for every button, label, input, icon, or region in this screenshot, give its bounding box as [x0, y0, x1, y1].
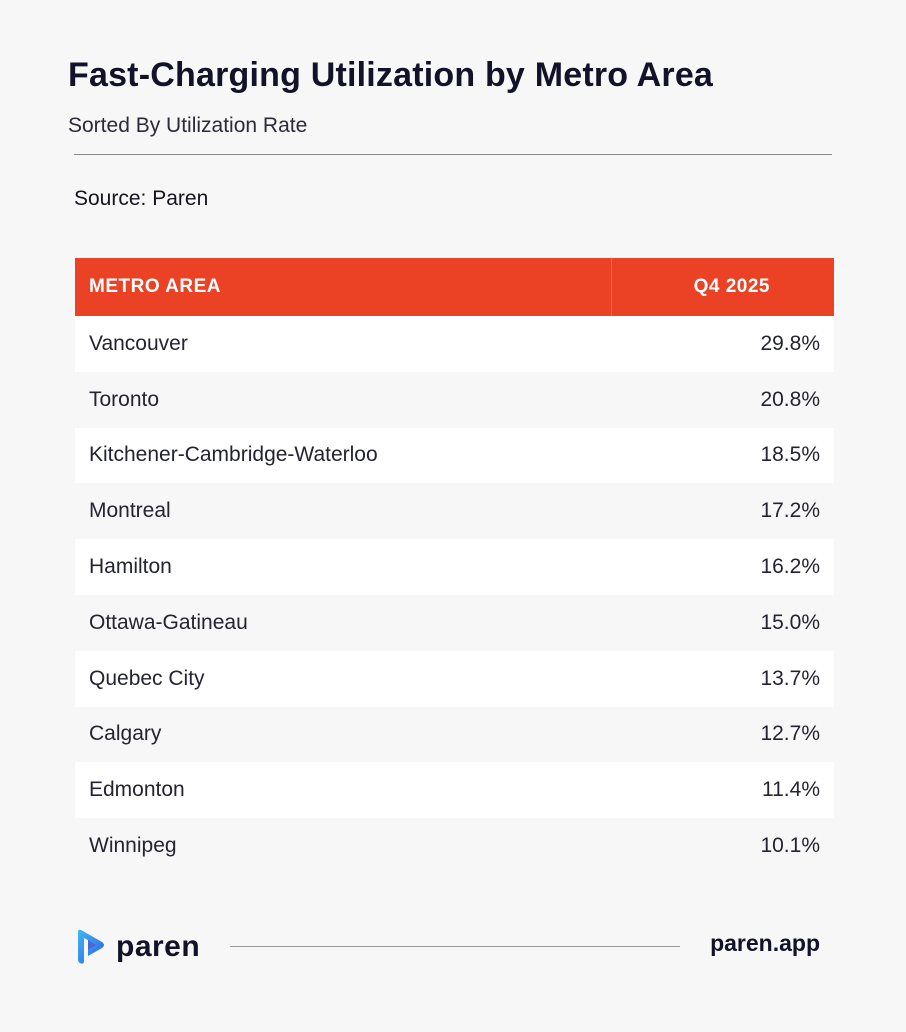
metro-area-cell: Calgary: [89, 722, 162, 746]
data-table: METRO AREA Q4 2025 Vancouver 29.8% Toronto…: [75, 258, 834, 874]
paren-logo-icon: [78, 929, 104, 964]
utilization-value-cell: 16.2%: [760, 555, 820, 579]
column-header-q4-2025: Q4 2025: [693, 276, 770, 297]
table-row: Edmonton 11.4%: [75, 762, 834, 819]
source-note: Source: Paren: [74, 187, 209, 210]
metro-area-cell: Vancouver: [89, 331, 188, 355]
table-row: Quebec City 13.7%: [75, 650, 834, 707]
utilization-value-cell: 18.5%: [760, 443, 820, 467]
table-row: Kitchener-Cambridge-Waterloo 18.5%: [75, 427, 834, 484]
metro-area-cell: Kitchener-Cambridge-Waterloo: [89, 443, 378, 467]
metro-area-cell: Winnipeg: [89, 834, 177, 858]
utilization-value-cell: 11.4%: [762, 778, 820, 802]
table-row: Calgary 12.7%: [75, 706, 834, 763]
table-row: Ottawa-Gatineau 15.0%: [75, 594, 834, 651]
metro-area-cell: Montreal: [89, 499, 171, 523]
utilization-value-cell: 29.8%: [760, 331, 820, 355]
table-header: METRO AREA Q4 2025: [75, 258, 834, 316]
metro-area-cell: Ottawa-Gatineau: [89, 610, 248, 634]
table-body: Vancouver 29.8% Toronto 20.8% Kitchener-Camb…: [75, 316, 834, 874]
footer-divider: [230, 946, 680, 947]
table-row: Hamilton 16.2%: [75, 539, 834, 595]
footer-logo: paren: [74, 928, 200, 966]
metro-area-cell: Hamilton: [89, 555, 172, 579]
chart-subtitle: Sorted By Utilization Rate: [68, 114, 308, 137]
column-header-metro-area: METRO AREA: [75, 258, 612, 316]
table-row: Winnipeg 10.1%: [75, 818, 834, 874]
footer-url: paren.app: [710, 930, 820, 956]
utilization-value-cell: 20.8%: [760, 387, 820, 411]
metro-area-cell: Edmonton: [89, 778, 185, 802]
title-divider: [74, 154, 832, 155]
utilization-value-cell: 17.2%: [760, 499, 820, 523]
chart-title: Fast-Charging Utilization by Metro Area: [68, 56, 714, 94]
table-row: Toronto 20.8%: [75, 371, 834, 428]
metro-area-cell: Toronto: [89, 387, 160, 411]
utilization-value-cell: 10.1%: [760, 834, 820, 858]
utilization-value-cell: 13.7%: [760, 666, 820, 690]
table-row: Vancouver 29.8%: [75, 316, 834, 372]
metro-area-cell: Quebec City: [89, 666, 205, 690]
table-row: Montreal 17.2%: [75, 483, 834, 540]
utilization-value-cell: 15.0%: [760, 610, 820, 634]
utilization-value-cell: 12.7%: [760, 722, 820, 746]
logo-wordmark: paren: [116, 930, 201, 963]
